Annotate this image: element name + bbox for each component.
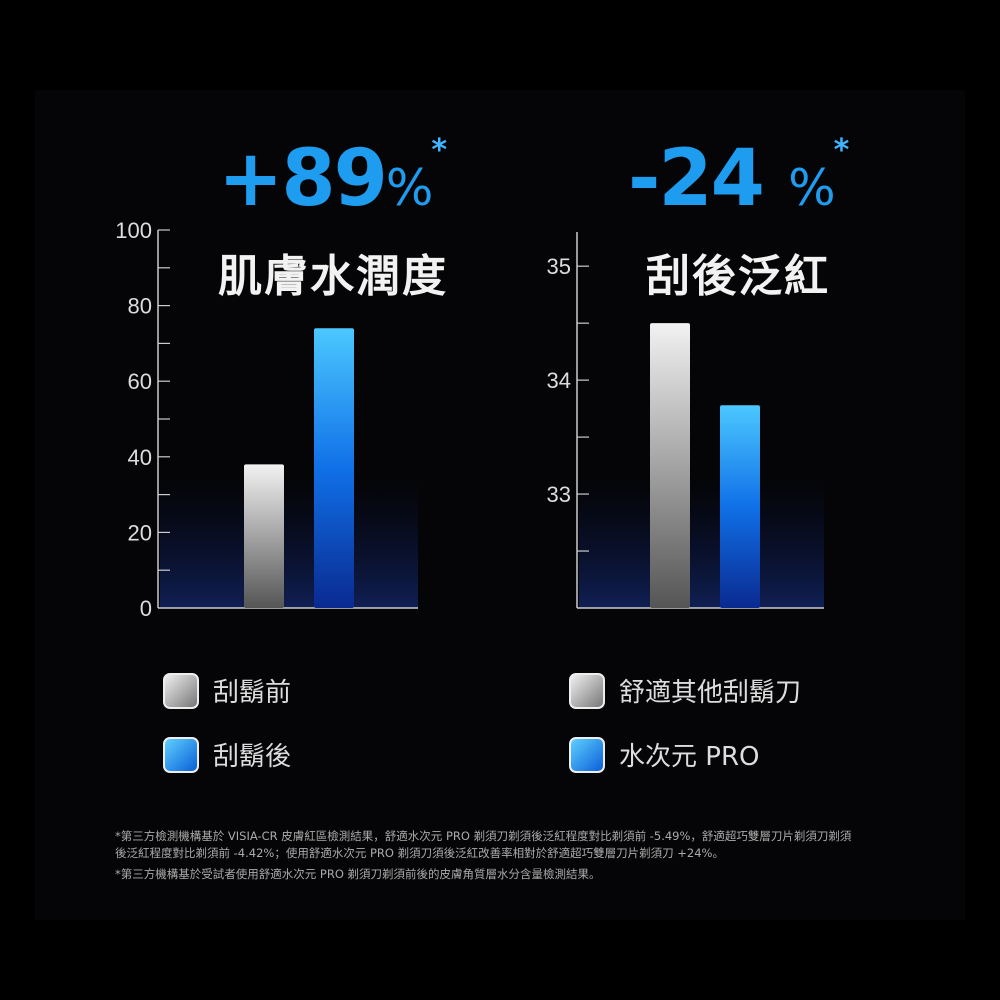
legend-swatch-gray xyxy=(163,672,199,709)
headline-value: +89 xyxy=(218,134,388,224)
y-tick-label: 20 xyxy=(128,520,152,545)
y-tick-label: 80 xyxy=(128,294,152,319)
floor-glow xyxy=(160,478,418,608)
footnote: *第三方檢測機構基於 VISIA-CR 皮膚紅區檢測結果，舒適水次元 PRO 剃… xyxy=(115,829,852,860)
y-tick-label: 33 xyxy=(547,482,571,507)
legend-item: 刮鬍前 xyxy=(163,672,291,709)
legend-swatch-blue xyxy=(163,736,199,773)
legend-label: 舒適其他刮鬍刀 xyxy=(619,678,802,708)
chart-title-right: 刮後泛紅 xyxy=(646,251,830,302)
legend-label: 刮鬍後 xyxy=(213,742,292,772)
legend-label: 刮鬍前 xyxy=(213,678,292,708)
legend-item: 舒適其他刮鬍刀 xyxy=(569,672,801,709)
y-tick-label: 0 xyxy=(140,596,152,621)
y-tick-label: 100 xyxy=(115,218,152,243)
legend-item: 刮鬍後 xyxy=(163,736,291,773)
footnote-mark: * xyxy=(833,133,850,168)
headline-unit: % xyxy=(385,159,433,217)
headline-right: -24 %* xyxy=(628,136,849,219)
y-tick-label: 40 xyxy=(128,445,152,470)
headline-value: -24 xyxy=(628,134,765,224)
legend-swatch-gray xyxy=(569,672,605,709)
floor-glow xyxy=(579,478,824,608)
headline-left: +89%* xyxy=(218,136,447,219)
bar-gray xyxy=(650,323,690,608)
chart-title-left: 肌膚水潤度 xyxy=(218,251,448,302)
y-tick-label: 34 xyxy=(547,368,571,393)
bar-blue xyxy=(720,405,760,608)
legend-label: 水次元 PRO xyxy=(619,742,760,772)
bar-blue xyxy=(314,328,354,608)
legend-swatch-blue xyxy=(569,736,605,773)
bar-gray xyxy=(244,464,284,608)
footnote: *第三方機構基於受試者使用舒適水次元 PRO 剃須刀剃須前後的皮膚角質層水分含量… xyxy=(115,867,601,881)
footnote-mark: * xyxy=(431,133,447,168)
legend-item: 水次元 PRO xyxy=(569,736,759,773)
y-tick-label: 60 xyxy=(128,369,152,394)
headline-unit: % xyxy=(788,159,835,217)
y-tick-label: 35 xyxy=(547,254,571,279)
